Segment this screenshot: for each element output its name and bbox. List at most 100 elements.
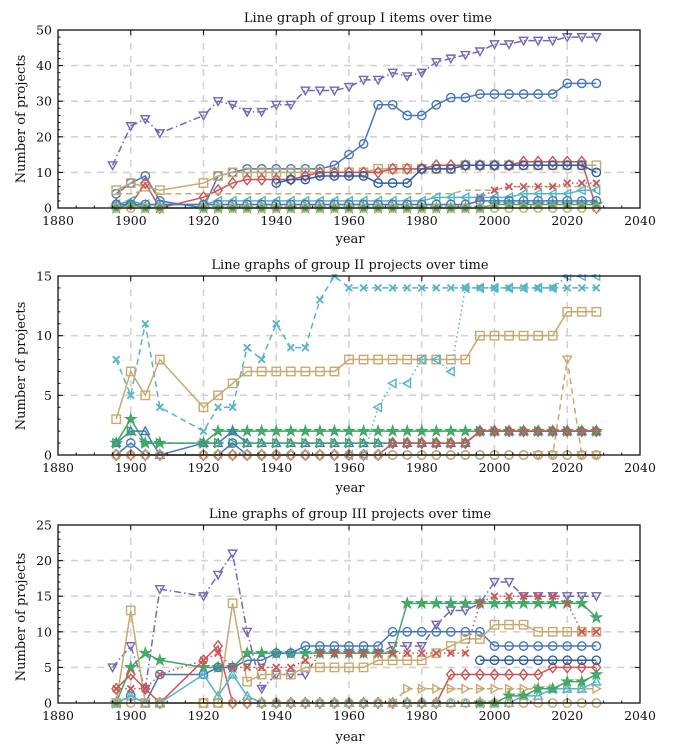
data-point	[516, 688, 531, 702]
data-point	[490, 283, 499, 292]
series-line	[115, 274, 597, 433]
data-point	[373, 448, 384, 461]
data-point	[315, 662, 325, 673]
data-point	[590, 675, 602, 686]
data-point	[373, 655, 383, 666]
data-point	[517, 282, 528, 294]
data-point	[460, 160, 471, 171]
data-point	[516, 596, 531, 610]
data-point	[358, 171, 369, 181]
data-point	[577, 283, 586, 292]
data-point	[374, 437, 384, 449]
y-tick-label: 0	[44, 448, 52, 463]
data-point	[547, 195, 558, 206]
data-point	[374, 649, 383, 658]
data-point	[401, 378, 412, 389]
data-point	[388, 283, 397, 292]
data-point	[432, 649, 441, 658]
data-point	[314, 86, 326, 97]
data-point	[504, 160, 514, 171]
series-line	[115, 430, 597, 444]
data-point	[402, 696, 413, 709]
data-point	[213, 390, 223, 401]
data-point	[446, 683, 457, 695]
data-point	[591, 424, 602, 438]
data-point	[345, 649, 353, 658]
x-tick-label: 2040	[624, 708, 656, 723]
data-point	[490, 592, 499, 601]
x-tick-label: 1920	[188, 460, 220, 475]
data-point	[112, 355, 121, 364]
data-point	[256, 448, 267, 461]
series-red-x	[475, 179, 601, 202]
data-point	[414, 596, 429, 610]
data-point	[402, 626, 413, 637]
data-point	[460, 668, 471, 681]
data-point	[125, 668, 136, 681]
x-tick-label: 1920	[188, 213, 220, 228]
data-point	[243, 663, 252, 672]
data-point	[533, 195, 544, 206]
data-point	[431, 696, 442, 709]
data-point	[300, 366, 311, 377]
data-point	[547, 36, 559, 47]
data-point	[123, 411, 138, 426]
data-point	[214, 403, 223, 412]
data-point	[445, 354, 456, 365]
x-tick-label: 2000	[479, 460, 511, 475]
data-point	[489, 577, 500, 588]
data-point	[272, 319, 281, 328]
data-point	[590, 33, 602, 43]
data-point	[416, 68, 428, 79]
data-point	[314, 641, 325, 651]
y-tick-label: 5	[44, 660, 52, 675]
data-point	[155, 670, 164, 679]
series-line	[115, 82, 597, 209]
data-point	[416, 436, 427, 450]
data-point	[591, 626, 602, 637]
data-point	[430, 354, 441, 365]
x-tick-label: 1900	[115, 213, 147, 228]
data-point	[474, 424, 486, 438]
data-point	[591, 641, 602, 651]
y-tick-label: 10	[36, 165, 52, 180]
chart-panel-group-2: Line graphs of group II projects over ti…	[14, 258, 656, 496]
data-point	[227, 549, 238, 560]
data-point	[254, 645, 269, 660]
data-point	[387, 354, 398, 365]
data-point	[374, 283, 383, 292]
data-point	[488, 282, 499, 294]
x-tick-label: 2000	[479, 213, 511, 228]
x-tick-label: 1980	[406, 460, 438, 475]
y-axis-label: Number of projects	[14, 553, 29, 681]
data-point	[344, 149, 354, 160]
data-point	[589, 610, 604, 624]
data-point	[460, 626, 471, 637]
data-point	[592, 179, 601, 188]
data-point	[460, 92, 471, 103]
chart-title: Line graphs of group III projects over t…	[209, 507, 492, 522]
data-point	[256, 366, 267, 377]
x-tick-label: 1900	[115, 708, 147, 723]
data-point	[445, 626, 456, 637]
data-point	[373, 641, 383, 651]
data-point	[327, 423, 342, 438]
data-point	[475, 655, 485, 666]
data-point	[443, 423, 458, 438]
data-point	[344, 354, 354, 365]
data-point	[315, 295, 324, 304]
y-tick-label: 15	[36, 589, 52, 604]
data-point	[271, 167, 282, 178]
data-point	[474, 47, 486, 58]
data-point	[356, 423, 371, 438]
data-point	[576, 661, 587, 674]
data-point	[518, 89, 529, 99]
data-point	[212, 570, 224, 581]
data-point	[286, 343, 295, 352]
data-point	[227, 448, 238, 461]
series-green-triangle	[112, 425, 602, 449]
data-point	[460, 158, 471, 172]
data-point	[503, 40, 515, 50]
data-point	[358, 448, 369, 461]
data-point	[344, 662, 354, 673]
